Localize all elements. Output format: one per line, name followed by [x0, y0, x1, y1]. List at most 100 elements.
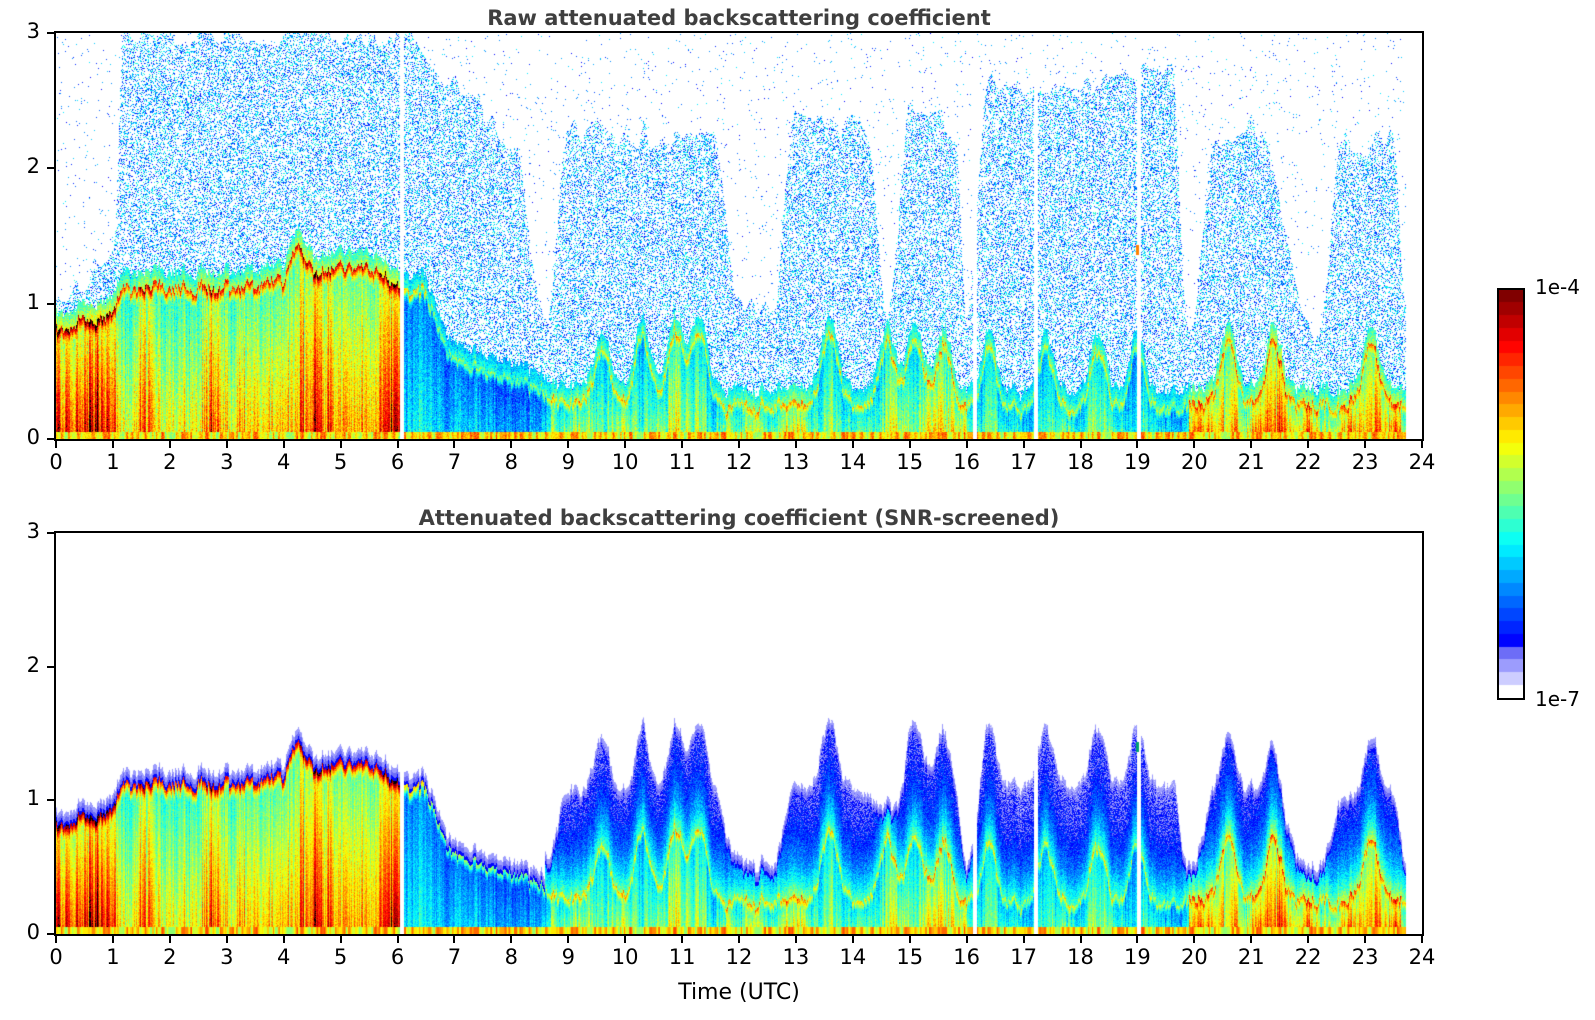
x-tick-mark: [1307, 441, 1310, 448]
x-tick-label: 19: [1124, 450, 1151, 474]
x-tick-label: 18: [1067, 450, 1094, 474]
x-tick-mark: [624, 441, 627, 448]
x-tick-mark: [339, 936, 342, 943]
colorbar-min-label: 1e-7: [1535, 687, 1580, 711]
x-tick-mark: [567, 936, 570, 943]
x-tick-label: 7: [447, 945, 462, 969]
x-tick-mark: [510, 936, 513, 943]
x-tick-mark: [738, 936, 740, 943]
y-tick-mark: [47, 438, 54, 440]
x-tick-label: 1: [106, 450, 120, 474]
x-tick-label: 6: [390, 450, 405, 474]
x-tick-label: 20: [1180, 945, 1208, 969]
screened-panel-x-axis-label: Time (UTC): [678, 980, 800, 1005]
x-tick-label: 23: [1351, 945, 1379, 969]
x-tick-label: 16: [953, 450, 981, 474]
x-tick-mark: [681, 936, 684, 943]
x-tick-mark: [1136, 441, 1139, 448]
x-tick-label: 22: [1294, 945, 1322, 969]
x-tick-label: 16: [953, 945, 981, 969]
x-tick-label: 19: [1124, 945, 1151, 969]
y-tick-label: 2: [26, 652, 40, 677]
x-tick-mark: [908, 441, 911, 448]
x-tick-label: 0: [49, 450, 63, 474]
x-tick-mark: [396, 936, 399, 943]
screened-backscatter-heatmap-axes: [54, 531, 1424, 936]
x-tick-label: 5: [333, 450, 348, 474]
x-tick-mark: [168, 936, 171, 943]
x-tick-label: 14: [839, 945, 867, 969]
x-tick-mark: [1193, 441, 1196, 448]
x-tick-mark: [681, 441, 684, 448]
x-tick-label: 12: [725, 450, 753, 474]
y-tick-mark: [47, 933, 54, 935]
x-tick-mark: [567, 441, 570, 448]
x-tick-mark: [1421, 936, 1423, 943]
x-tick-mark: [55, 936, 57, 943]
x-tick-label: 17: [1010, 945, 1037, 969]
x-tick-label: 20: [1180, 450, 1208, 474]
x-tick-label: 14: [839, 450, 867, 474]
x-tick-label: 13: [782, 945, 810, 969]
x-tick-mark: [225, 441, 228, 448]
x-tick-label: 5: [333, 945, 348, 969]
y-tick-label: 3: [26, 519, 40, 543]
x-tick-label: 0: [49, 945, 63, 969]
x-tick-label: 24: [1408, 945, 1436, 969]
colorbar-max-label: 1e-4: [1535, 275, 1580, 299]
x-tick-label: 21: [1237, 450, 1265, 474]
x-tick-mark: [1421, 441, 1423, 448]
x-tick-mark: [965, 441, 968, 448]
x-tick-label: 6: [390, 945, 405, 969]
x-tick-mark: [396, 441, 399, 448]
x-tick-mark: [851, 936, 854, 943]
y-tick-mark: [47, 167, 54, 170]
y-tick-mark: [47, 32, 54, 34]
x-tick-label: 23: [1351, 450, 1379, 474]
x-tick-label: 9: [561, 945, 575, 969]
x-tick-label: 18: [1067, 945, 1094, 969]
x-tick-mark: [225, 936, 228, 943]
y-tick-label: 1: [26, 786, 40, 811]
x-tick-mark: [965, 936, 968, 943]
x-tick-label: 24: [1408, 450, 1436, 474]
x-tick-mark: [55, 441, 57, 448]
x-tick-label: 2: [163, 450, 177, 474]
x-tick-label: 10: [611, 945, 639, 969]
x-tick-label: 4: [276, 450, 291, 474]
x-tick-mark: [1364, 441, 1367, 448]
x-tick-mark: [453, 936, 456, 943]
colorbar: [1497, 288, 1525, 700]
y-tick-label: 2: [26, 154, 40, 179]
x-tick-mark: [1022, 936, 1025, 943]
x-tick-mark: [1250, 441, 1253, 448]
x-tick-mark: [282, 936, 285, 943]
x-tick-label: 3: [220, 945, 234, 969]
x-tick-mark: [794, 936, 797, 943]
x-tick-label: 13: [782, 450, 810, 474]
x-tick-mark: [1079, 441, 1082, 448]
x-tick-mark: [1136, 936, 1139, 943]
x-tick-label: 21: [1237, 945, 1265, 969]
y-tick-mark: [47, 302, 54, 305]
x-tick-label: 7: [447, 450, 462, 474]
y-tick-label: 0: [26, 425, 40, 449]
x-tick-label: 8: [504, 450, 519, 474]
y-tick-label: 1: [26, 289, 40, 314]
x-tick-mark: [738, 441, 740, 448]
x-tick-label: 9: [561, 450, 575, 474]
x-tick-label: 1: [106, 945, 120, 969]
x-tick-mark: [111, 441, 114, 448]
panel-title-raw: Raw attenuated backscattering coefficien…: [487, 6, 991, 30]
panel-title-screened: Attenuated backscattering coefficient (S…: [418, 506, 1060, 530]
x-tick-mark: [510, 441, 513, 448]
x-tick-mark: [1193, 936, 1196, 943]
x-tick-mark: [1364, 936, 1367, 943]
raw-backscatter-heatmap-axes: [54, 31, 1424, 441]
screened-backscatter-heatmap-canvas: [56, 533, 1422, 934]
x-tick-mark: [851, 441, 854, 448]
x-tick-label: 12: [725, 945, 753, 969]
x-tick-mark: [1307, 936, 1310, 943]
x-tick-label: 10: [611, 450, 639, 474]
